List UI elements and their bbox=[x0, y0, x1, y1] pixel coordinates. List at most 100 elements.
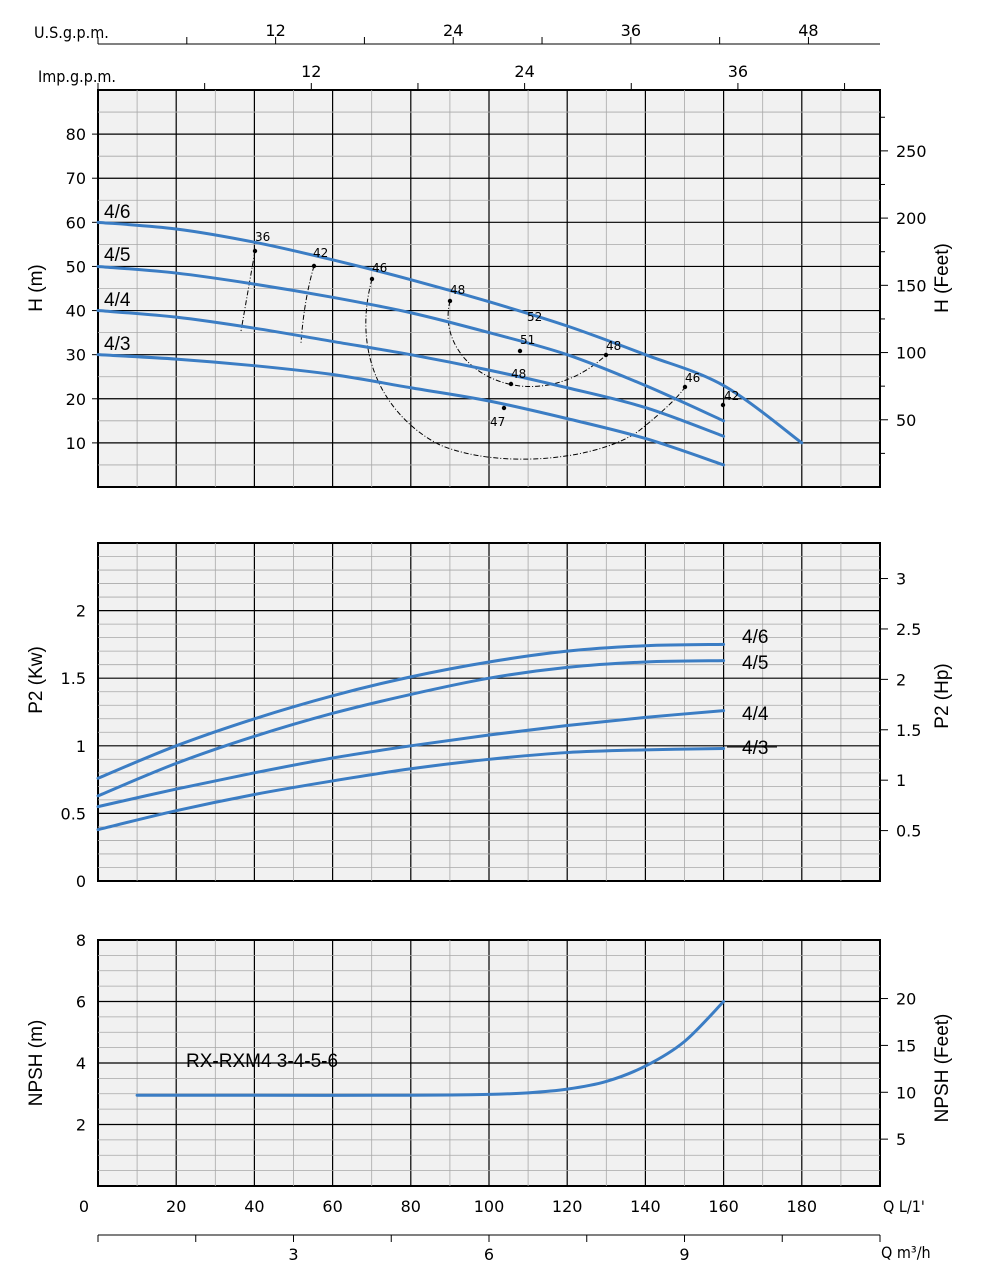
y-tick-label-right: 150 bbox=[896, 276, 927, 295]
q-lmin-axis: 0 20 40 60 80 100 120 140 160 180 bbox=[79, 1197, 817, 1216]
head-y-ticks: 10 20 30 40 50 60 70 80 bbox=[66, 125, 98, 453]
q-lmin-tick-label: 100 bbox=[474, 1197, 505, 1216]
npsh-y-ticks-right: 5 10 15 20 bbox=[880, 990, 916, 1149]
y-tick-label-right: 100 bbox=[896, 344, 927, 363]
q-lmin-axis-label: Q L/1' bbox=[883, 1197, 925, 1216]
q-lmin-tick-label: 0 bbox=[79, 1197, 89, 1216]
series-label-4-3: 4/3 bbox=[104, 334, 130, 355]
q-m3h-tick-label: 6 bbox=[484, 1245, 494, 1264]
series-line-4-3 bbox=[96, 353, 726, 467]
efficiency-point bbox=[517, 348, 523, 354]
series-line-4-4 bbox=[96, 309, 726, 438]
y-tick-label: 1 bbox=[76, 737, 86, 756]
y-tick-label: 20 bbox=[66, 390, 86, 409]
y-tick-label-right: 1 bbox=[896, 771, 906, 790]
efficiency-label: 48 bbox=[606, 339, 621, 353]
q-m3h-tick-label: 3 bbox=[288, 1245, 298, 1264]
efficiency-label: 46 bbox=[685, 371, 700, 385]
npsh-grid bbox=[98, 940, 880, 1186]
efficiency-label: 48 bbox=[511, 367, 526, 381]
y-tick-label: 4 bbox=[76, 1054, 86, 1073]
y-tick-label: 0 bbox=[76, 872, 86, 891]
series-line-4-6 bbox=[96, 642, 726, 780]
npsh-y-axis-label-right: NPSH (Feet) bbox=[932, 1014, 953, 1123]
series-line-4-4 bbox=[96, 709, 726, 809]
y-tick-label: 70 bbox=[66, 169, 86, 188]
series-line-4-5 bbox=[96, 264, 726, 423]
efficiency-point bbox=[501, 405, 507, 411]
power-grid bbox=[98, 543, 880, 881]
q-m3h-axis-label: Q m³/h bbox=[881, 1243, 931, 1262]
series-label-4-5: 4/5 bbox=[742, 653, 768, 674]
series-line-4-6 bbox=[96, 220, 804, 445]
head-grid bbox=[98, 90, 880, 487]
y-tick-label-right: 2.5 bbox=[896, 620, 921, 639]
power-panel: 0 0.5 1 1.5 2 0.5 1 1.5 2 2.5 3 4/6 4/5 4/4 4/3 P… bbox=[26, 542, 953, 891]
power-y-ticks-right: 0.5 1 1.5 2 2.5 3 bbox=[880, 570, 921, 841]
y-tick-label: 0.5 bbox=[61, 804, 86, 823]
us-gpm-tick-label: 12 bbox=[265, 21, 285, 40]
us-gpm-axis: 12 24 36 48 bbox=[97, 21, 880, 45]
y-tick-label: 60 bbox=[66, 213, 86, 232]
efficiency-label: 46 bbox=[372, 261, 387, 275]
y-tick-label: 80 bbox=[66, 125, 86, 144]
efficiency-line-46 bbox=[365, 278, 686, 460]
y-tick-label: 8 bbox=[76, 931, 86, 950]
y-tick-label-right: 5 bbox=[896, 1130, 906, 1149]
y-tick-label-right: 1.5 bbox=[896, 721, 921, 740]
power-y-ticks: 0 0.5 1 1.5 2 bbox=[61, 602, 86, 891]
series-label-4-6: 4/6 bbox=[742, 627, 768, 648]
q-m3h-axis: 3 6 9 bbox=[97, 1234, 881, 1264]
efficiency-point bbox=[369, 276, 375, 282]
y-tick-label-right: 3 bbox=[896, 570, 906, 589]
us-gpm-tick-label: 36 bbox=[621, 21, 641, 40]
y-tick-label-right: 250 bbox=[896, 142, 927, 161]
head-y-ticks-right: 50 100 150 200 250 bbox=[880, 116, 927, 454]
efficiency-point bbox=[508, 381, 514, 387]
power-curves bbox=[96, 642, 726, 832]
y-tick-label-right: 20 bbox=[896, 990, 916, 1009]
npsh-y-axis-label: NPSH (m) bbox=[26, 1020, 47, 1107]
power-y-axis-label: P2 (Kw) bbox=[26, 646, 47, 714]
head-y-axis-label: H (m) bbox=[26, 264, 47, 311]
npsh-annotation: RX-RXM4 3-4-5-6 bbox=[186, 1051, 338, 1072]
efficiency-point bbox=[311, 263, 317, 269]
efficiency-contours bbox=[240, 248, 726, 460]
y-tick-label-right: 15 bbox=[896, 1036, 916, 1055]
series-label-4-4: 4/4 bbox=[742, 704, 769, 725]
efficiency-point bbox=[603, 352, 609, 358]
efficiency-label: 47 bbox=[490, 415, 505, 429]
q-lmin-tick-label: 40 bbox=[244, 1197, 264, 1216]
y-tick-label: 50 bbox=[66, 257, 86, 276]
series-line-4-5 bbox=[96, 659, 726, 798]
efficiency-point bbox=[252, 248, 258, 254]
q-lmin-tick-label: 80 bbox=[401, 1197, 421, 1216]
y-tick-label: 10 bbox=[66, 434, 86, 453]
y-tick-label: 2 bbox=[76, 602, 86, 621]
head-y-axis-label-right: H (Feet) bbox=[932, 243, 953, 313]
efficiency-label: 48 bbox=[450, 283, 465, 297]
q-lmin-tick-label: 120 bbox=[552, 1197, 583, 1216]
y-tick-label-right: 50 bbox=[896, 411, 916, 430]
y-tick-label-right: 200 bbox=[896, 209, 927, 228]
efficiency-label: 52 bbox=[527, 310, 542, 324]
efficiency-point bbox=[447, 298, 453, 304]
series-line-4-3 bbox=[96, 747, 726, 832]
q-lmin-tick-label: 60 bbox=[322, 1197, 342, 1216]
efficiency-line-48 bbox=[447, 300, 607, 388]
head-panel: 10 20 30 40 50 60 70 80 50 100 150 200 250 36 42 46… bbox=[26, 89, 953, 488]
npsh-curves bbox=[135, 1000, 726, 1097]
efficiency-label: 42 bbox=[313, 246, 328, 260]
y-tick-label-right: 0.5 bbox=[896, 822, 921, 841]
power-series-labels: 4/6 4/5 4/4 4/3 bbox=[742, 627, 769, 759]
y-tick-label: 2 bbox=[76, 1116, 86, 1135]
series-label-4-5: 4/5 bbox=[104, 245, 130, 266]
q-lmin-tick-label: 20 bbox=[166, 1197, 186, 1216]
imp-gpm-axis: 12 24 36 bbox=[97, 62, 846, 90]
q-m3h-tick-label: 9 bbox=[679, 1245, 689, 1264]
us-gpm-tick-label: 48 bbox=[798, 21, 818, 40]
y-tick-label: 40 bbox=[66, 302, 86, 321]
y-tick-label: 30 bbox=[66, 346, 86, 365]
efficiency-line-36 bbox=[240, 250, 256, 332]
